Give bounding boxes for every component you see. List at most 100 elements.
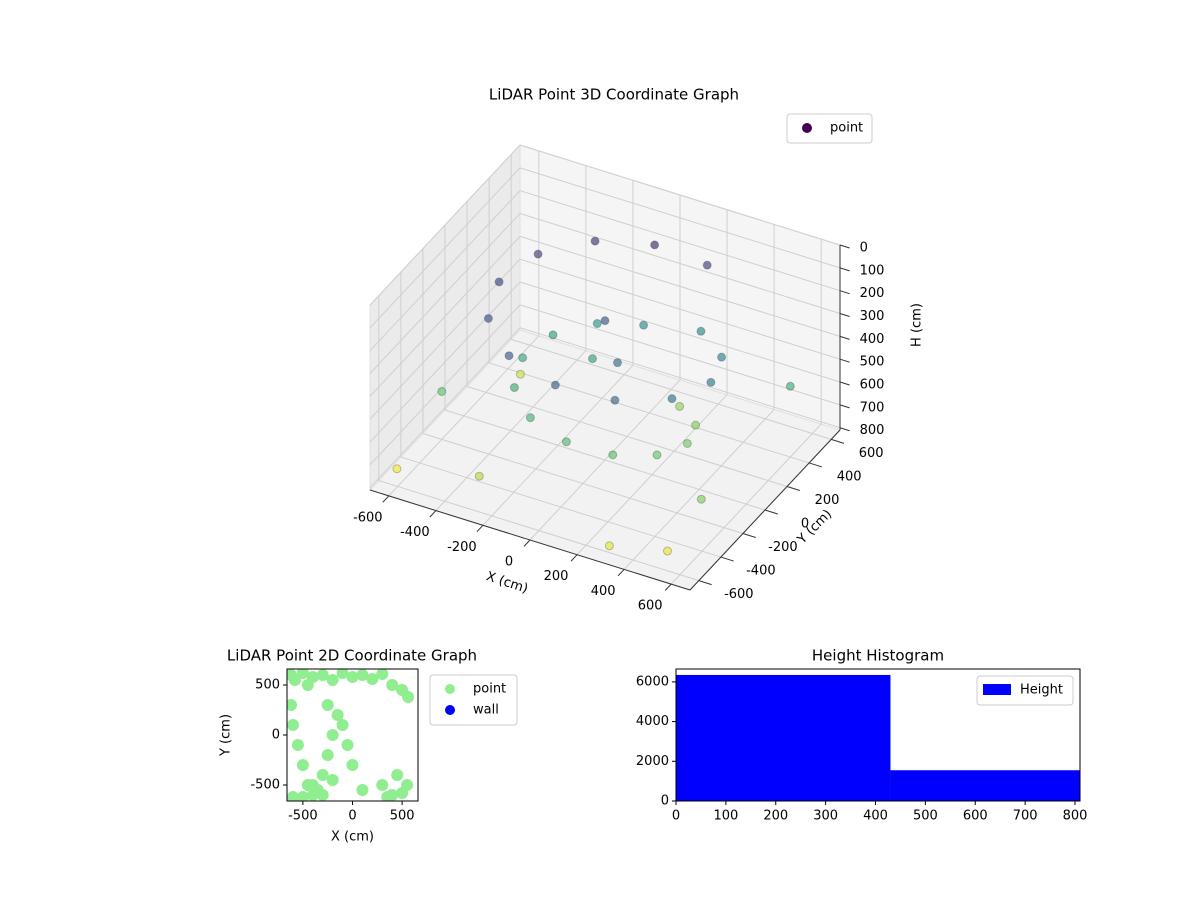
z-tick: [839, 335, 850, 340]
grid-line: [519, 304, 841, 406]
point: [474, 471, 484, 481]
grid-line: [519, 281, 841, 383]
grid-line: [466, 385, 788, 487]
legend-swatch: [983, 684, 1011, 695]
z-tick: [839, 427, 850, 432]
y-tick-label: 200: [815, 493, 840, 508]
grid-line: [400, 456, 722, 558]
point: [287, 699, 297, 711]
grid-line: [488, 362, 810, 464]
z-axis-label: H (cm): [910, 303, 925, 347]
y-tick-label: 0: [272, 728, 280, 743]
x-tick-label: 400: [863, 809, 888, 824]
legend-marker: [802, 123, 812, 133]
point: [702, 260, 712, 270]
y-tick-label: 600: [859, 446, 884, 461]
point: [509, 383, 519, 393]
x-tick-label: 600: [963, 809, 988, 824]
point: [518, 353, 528, 363]
x-axis-line: [369, 489, 691, 591]
x-tick-label: 200: [544, 569, 569, 584]
point: [381, 791, 394, 801]
z-tick-label: 0: [860, 241, 868, 256]
point: [321, 699, 334, 711]
point: [483, 313, 493, 323]
y-tick-label: -400: [746, 564, 776, 579]
point: [561, 437, 571, 447]
point: [392, 464, 402, 474]
z-tick: [839, 290, 850, 295]
point: [366, 673, 379, 685]
point: [346, 759, 359, 771]
x-tick-label: 0: [348, 809, 356, 824]
point: [652, 450, 662, 460]
x-tick-label: 300: [813, 809, 838, 824]
point: [691, 420, 701, 430]
grid-line: [369, 281, 521, 443]
point: [525, 413, 535, 423]
point: [600, 316, 610, 326]
point: [706, 377, 716, 387]
legend-label: wall: [473, 703, 499, 718]
grid-line: [511, 338, 832, 440]
point: [376, 669, 389, 680]
point: [386, 679, 399, 691]
x-tick-label: 800: [1063, 809, 1088, 824]
y-tick: [720, 556, 734, 562]
x-tick-label: 200: [763, 809, 788, 824]
y-tick-label: 400: [837, 469, 862, 484]
point: [316, 769, 329, 781]
x-tick: [570, 554, 578, 562]
x-tick-label: 600: [638, 599, 663, 614]
point: [296, 759, 309, 771]
point: [613, 358, 622, 368]
y-tick-label: 4000: [636, 714, 669, 729]
point: [437, 386, 447, 396]
grid-line: [519, 235, 841, 337]
chart-title: Height Histogram: [812, 647, 944, 665]
point: [785, 381, 795, 391]
point: [504, 351, 514, 361]
grid-line: [369, 304, 521, 466]
y-tick-label: 0: [661, 794, 669, 809]
point: [608, 450, 618, 460]
y-axis-label: Y (cm): [219, 714, 234, 757]
y-axis-line: [689, 429, 841, 591]
point: [306, 779, 319, 791]
z-tick-label: 200: [860, 286, 885, 301]
z-tick: [839, 267, 850, 272]
x-tick-label: -200: [447, 540, 477, 555]
y-tick: [698, 580, 712, 586]
axes-frame: [675, 668, 1081, 802]
grid-line: [369, 327, 521, 489]
point: [717, 352, 727, 362]
y-tick-label: 6000: [636, 674, 669, 689]
x-tick: [382, 495, 390, 503]
z-tick-label: 500: [860, 355, 885, 370]
point: [391, 769, 404, 781]
x-tick-label: -400: [400, 525, 430, 540]
point: [356, 669, 369, 681]
point: [590, 236, 600, 246]
z-tick: [839, 404, 850, 409]
grid-line: [378, 480, 699, 582]
point: [326, 674, 339, 686]
legend-frame: [786, 113, 873, 144]
point: [326, 729, 339, 741]
grid-line: [369, 190, 521, 352]
point: [592, 319, 602, 329]
legend-label: point: [473, 682, 506, 697]
y-tick: [831, 438, 845, 444]
grid-line: [519, 144, 841, 246]
grid-line: [369, 213, 521, 374]
x-tick-label: 0: [505, 555, 513, 570]
z-tick-label: 800: [860, 423, 885, 438]
point: [696, 494, 706, 504]
grid-line: [519, 167, 841, 269]
x-tick-label: 0: [672, 809, 680, 824]
point: [401, 779, 414, 791]
point: [291, 739, 304, 751]
x-tick: [523, 539, 531, 547]
point: [326, 774, 339, 786]
y-tick-label: 2000: [636, 754, 669, 769]
